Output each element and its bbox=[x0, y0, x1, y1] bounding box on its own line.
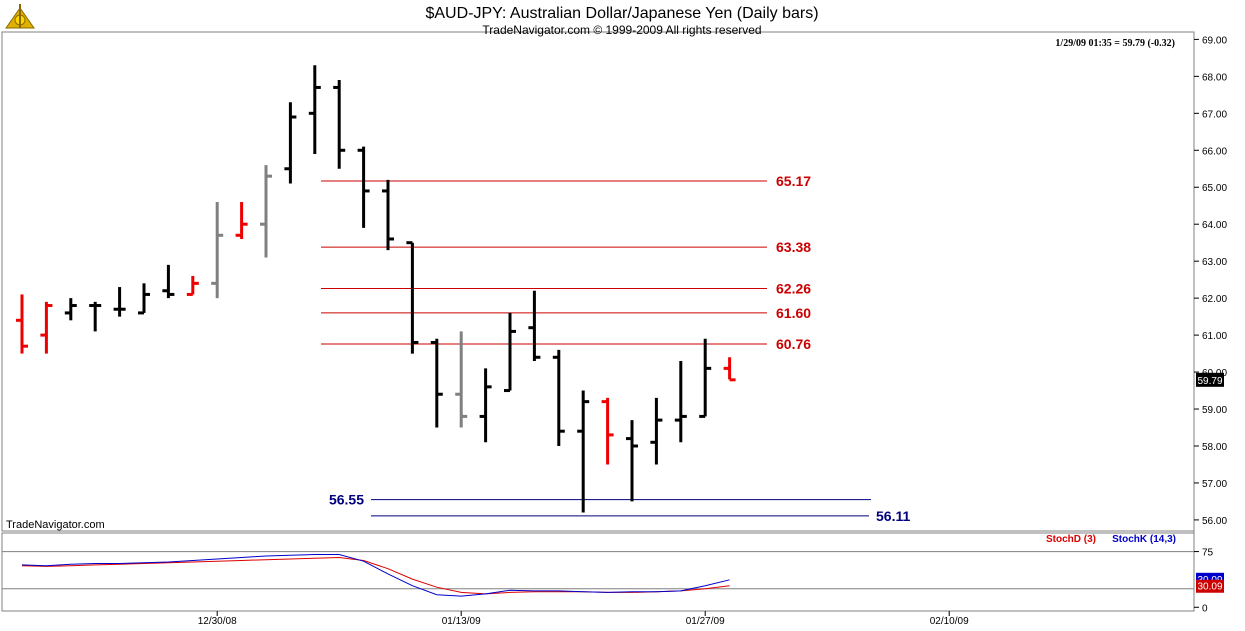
quote-readout: 1/29/09 01:35 = 59.79 (-0.32) bbox=[1055, 38, 1175, 49]
price-y-tick-label: 63.00 bbox=[1202, 257, 1227, 268]
ohlc-bar bbox=[699, 338, 712, 418]
price-y-tick-label: 65.00 bbox=[1202, 183, 1227, 194]
ohlc-bar bbox=[186, 275, 199, 296]
ohlc-bar bbox=[650, 397, 663, 465]
x-axis: 12/30/08 01/13/09 01/27/09 02/10/09 bbox=[198, 611, 969, 627]
stoch-d-marker-label: 30.09 bbox=[1197, 582, 1222, 593]
ohlc-bar bbox=[723, 357, 736, 382]
ohlc-bar bbox=[64, 298, 77, 321]
ohlc-bar bbox=[382, 179, 394, 251]
price-bars bbox=[16, 65, 736, 513]
stoch-legend: StochD (3) StochK (14,3) bbox=[1046, 534, 1176, 545]
last-price-marker: 59.79 bbox=[1196, 372, 1224, 387]
ohlc-bar bbox=[333, 80, 346, 169]
stoch-lines bbox=[21, 554, 730, 597]
price-y-tick-label: 62.00 bbox=[1202, 294, 1227, 305]
ohlc-bar bbox=[308, 65, 321, 154]
x-axis-tick-label: 01/27/09 bbox=[686, 616, 725, 627]
fib-level-label: 61.60 bbox=[776, 305, 811, 321]
price-y-tick-label: 59.00 bbox=[1202, 405, 1227, 416]
last-price-marker-bg bbox=[1196, 372, 1224, 387]
chart-title: $AUD-JPY: Australian Dollar/Japanese Yen… bbox=[425, 5, 818, 22]
ohlc-bar bbox=[479, 368, 492, 443]
stoch-reference-lines bbox=[2, 551, 1194, 590]
ohlc-bar bbox=[601, 397, 614, 465]
stoch-k-line bbox=[21, 554, 730, 597]
ohlc-bar bbox=[552, 349, 565, 446]
price-y-tick-label: 66.00 bbox=[1202, 146, 1227, 157]
ohlc-bar bbox=[674, 360, 687, 443]
ohlc-bar bbox=[504, 312, 516, 393]
ohlc-bar bbox=[357, 146, 370, 228]
ohlc-bar bbox=[162, 264, 175, 299]
stoch-d-legend: StochD (3) bbox=[1046, 534, 1096, 545]
price-y-tick-label: 67.00 bbox=[1202, 109, 1227, 120]
last-price-marker-label: 59.79 bbox=[1197, 376, 1222, 387]
stoch-k-legend: StochK (14,3) bbox=[1112, 534, 1176, 545]
fib-level-label: 62.26 bbox=[776, 281, 811, 297]
ohlc-bar bbox=[577, 390, 590, 513]
ohlc-bar bbox=[235, 202, 248, 239]
stoch-d-marker-bg bbox=[1196, 579, 1224, 593]
x-axis-tick-label: 01/13/09 bbox=[442, 616, 481, 627]
x-axis-tick-label: 12/30/08 bbox=[198, 616, 237, 627]
stoch-last-marker: 30.0930.09 bbox=[1196, 572, 1224, 593]
ohlc-bar bbox=[138, 283, 150, 315]
ohlc-bar bbox=[260, 165, 272, 258]
support-level-label: 56.11 bbox=[876, 508, 910, 524]
price-y-tick-label: 68.00 bbox=[1202, 72, 1227, 83]
price-y-tick-label: 58.00 bbox=[1202, 442, 1227, 453]
ohlc-bar bbox=[89, 301, 102, 332]
price-y-tick-label: 61.00 bbox=[1202, 331, 1227, 342]
fib-levels: 65.17 63.38 62.26 61.60 60.76 56.55 56.11 bbox=[321, 173, 910, 524]
ohlc-bar bbox=[406, 241, 419, 354]
ohlc-bar bbox=[16, 294, 28, 354]
price-y-tick-label: 57.00 bbox=[1202, 479, 1227, 490]
price-y-tick-label: 64.00 bbox=[1202, 220, 1227, 231]
price-y-axis: 56.0057.0058.0059.0060.0061.0062.0063.00… bbox=[1194, 35, 1227, 527]
ohlc-bar bbox=[284, 102, 297, 184]
price-y-tick-label: 56.00 bbox=[1202, 516, 1227, 527]
ohlc-bar bbox=[455, 331, 468, 428]
ohlc-bar bbox=[211, 202, 224, 299]
stoch-y-axis: 75 0 bbox=[1194, 548, 1214, 614]
ohlc-bar bbox=[113, 287, 126, 317]
fib-level-label: 63.38 bbox=[776, 239, 811, 255]
price-y-tick-label: 69.00 bbox=[1202, 35, 1227, 46]
sextant-logo-icon bbox=[5, 4, 35, 29]
fib-level-label: 65.17 bbox=[776, 173, 811, 189]
ohlc-bar bbox=[430, 338, 443, 428]
ohlc-bar bbox=[626, 420, 638, 502]
ohlc-bar bbox=[40, 301, 53, 354]
x-axis-tick-label: 02/10/09 bbox=[930, 616, 969, 627]
support-level-label: 56.55 bbox=[329, 492, 364, 508]
stoch-panel-frame bbox=[1, 532, 1195, 612]
chart-subtitle: TradeNavigator.com © 1999-2009 All right… bbox=[482, 23, 761, 37]
price-panel-frame bbox=[1, 31, 1195, 532]
watermark: TradeNavigator.com bbox=[6, 519, 105, 531]
ohlc-bar bbox=[528, 290, 541, 361]
stoch-y-tick-label: 75 bbox=[1202, 548, 1214, 559]
fib-level-label: 60.76 bbox=[776, 336, 811, 352]
stoch-y-tick-label: 0 bbox=[1202, 603, 1208, 614]
